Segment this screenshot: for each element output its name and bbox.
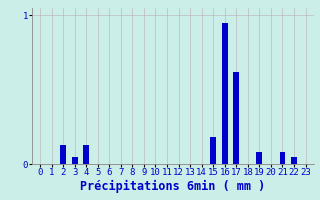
Bar bbox=[233, 72, 239, 164]
Bar bbox=[60, 145, 66, 164]
Bar bbox=[222, 23, 228, 164]
Bar bbox=[280, 152, 285, 164]
Bar bbox=[72, 157, 77, 164]
Bar bbox=[291, 157, 297, 164]
X-axis label: Précipitations 6min ( mm ): Précipitations 6min ( mm ) bbox=[80, 180, 265, 193]
Bar bbox=[256, 152, 262, 164]
Bar bbox=[83, 145, 89, 164]
Bar bbox=[210, 137, 216, 164]
